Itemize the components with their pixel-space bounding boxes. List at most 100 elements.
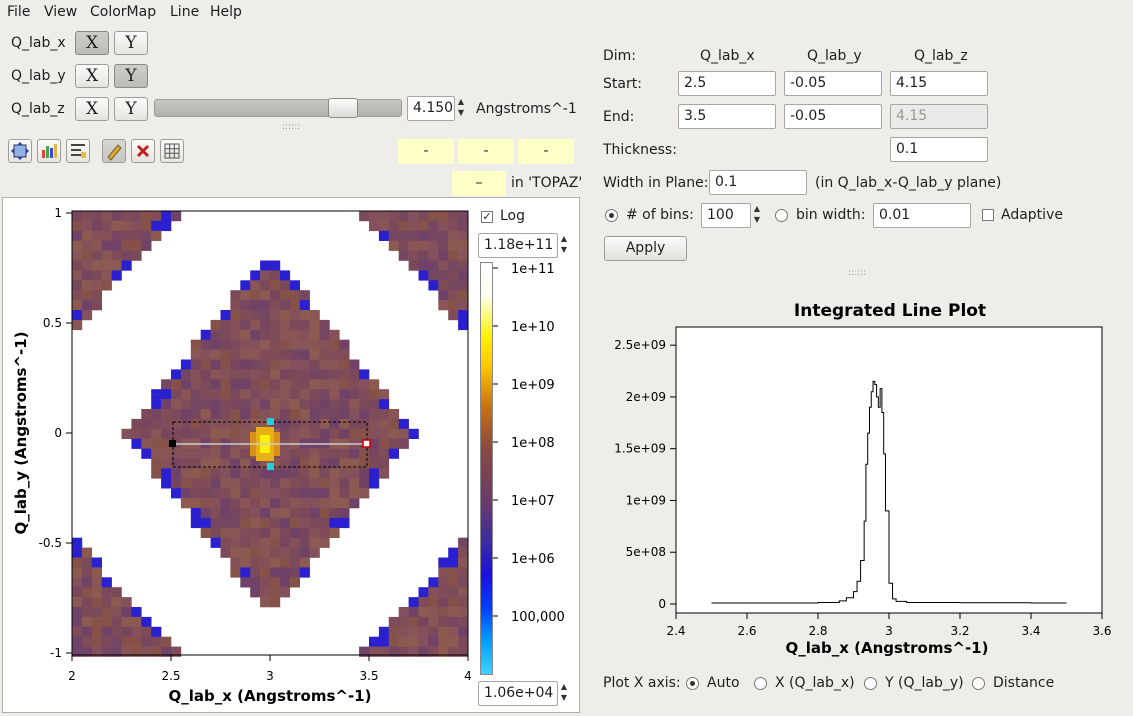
colorbar-tick-label: 100,000 bbox=[511, 610, 565, 625]
line-ytick-label: 2.5e+09 bbox=[614, 338, 666, 352]
colorbar-tick-label: 1e+08 bbox=[511, 436, 555, 451]
width-handle-top[interactable] bbox=[267, 418, 274, 425]
end-qy-input[interactable]: -0.05 bbox=[784, 104, 882, 129]
dim-qx-x-button[interactable]: X bbox=[75, 31, 109, 55]
slice-ylabel: Q_lab_y (Angstroms^-1) bbox=[12, 331, 30, 534]
apply-button[interactable]: Apply bbox=[604, 236, 687, 261]
dim-qx-y-button[interactable]: Y bbox=[114, 31, 148, 55]
binwidth-input[interactable]: 0.01 bbox=[873, 203, 971, 228]
binwidth-radio[interactable] bbox=[775, 209, 788, 222]
width-label: Width in Plane: bbox=[603, 175, 709, 191]
menu-help[interactable]: Help bbox=[210, 4, 242, 20]
end-qx-input[interactable]: 3.5 bbox=[678, 104, 776, 129]
coord-readout-x: - bbox=[398, 139, 454, 164]
qz-slider-handle[interactable] bbox=[328, 98, 359, 118]
menu-line[interactable]: Line bbox=[170, 4, 200, 20]
xaxis-qx-radio[interactable] bbox=[754, 677, 767, 690]
colorbar-min-spin[interactable]: ▲ ▼ bbox=[560, 682, 568, 702]
line-plot-xlabel: Q_lab_x (Angstroms^-1) bbox=[786, 639, 989, 657]
line-xtick-label: 3.6 bbox=[1092, 624, 1111, 638]
cut-line-end-handle[interactable] bbox=[362, 439, 371, 448]
dim-label-qy: Q_lab_y bbox=[11, 68, 66, 84]
bins-input[interactable]: 100 bbox=[701, 203, 751, 228]
thickness-input[interactable]: 0.1 bbox=[890, 137, 988, 162]
slice-plot[interactable]: 2 2.5 3 3.5 4 1 0.5 0 -0.5 -1 Q_lab_x (Angstroms^… bbox=[0, 195, 600, 715]
line-ytick-label: 0 bbox=[658, 597, 666, 611]
slice-xtick-label: 2.5 bbox=[161, 669, 180, 683]
dim-label-qx: Q_lab_x bbox=[11, 35, 66, 51]
slice-ytick-label: 1 bbox=[54, 206, 62, 220]
integrated-line-series bbox=[711, 380, 1067, 604]
line-ytick-label: 1e+09 bbox=[626, 493, 666, 507]
adaptive-checkbox[interactable] bbox=[982, 209, 994, 221]
slice-xtick-label: 3.5 bbox=[359, 669, 378, 683]
dim-qz-y-button[interactable]: Y bbox=[114, 97, 148, 121]
qz-value-input[interactable]: 4.150 bbox=[407, 96, 455, 121]
slice-ytick-label: -0.5 bbox=[39, 536, 62, 550]
pencil-icon[interactable] bbox=[102, 139, 126, 163]
grid-icon[interactable] bbox=[160, 139, 184, 163]
bins-spin[interactable]: ▲ ▼ bbox=[753, 204, 761, 224]
width-input[interactable]: 0.1 bbox=[709, 170, 807, 195]
xaxis-qy-radio[interactable] bbox=[864, 677, 877, 690]
splitter-grip[interactable]: :::::: bbox=[282, 122, 301, 132]
line-ytick-label: 1.5e+09 bbox=[614, 442, 666, 456]
colormap-icon[interactable] bbox=[37, 139, 61, 163]
slice-xtick-label: 4 bbox=[464, 669, 472, 683]
start-qx-input[interactable]: 2.5 bbox=[678, 71, 776, 96]
qz-spin-arrows[interactable]: ▲ ▼ bbox=[457, 97, 465, 117]
xaxis-distance-radio[interactable] bbox=[972, 677, 985, 690]
xaxis-auto-radio[interactable] bbox=[686, 677, 699, 690]
menu-view[interactable]: View bbox=[44, 4, 78, 20]
menu-colormap[interactable]: ColorMap bbox=[90, 4, 157, 20]
bins-label: # of bins: bbox=[626, 207, 694, 223]
line-ytick-label: 5e+08 bbox=[626, 545, 666, 559]
line-xtick-label: 2.8 bbox=[808, 624, 827, 638]
line-xtick-label: 2.4 bbox=[666, 624, 685, 638]
qz-units: Angstroms^-1 bbox=[476, 101, 577, 117]
menu-bar: File View ColorMap Line Help bbox=[0, 0, 1133, 26]
dim-qz-x-button[interactable]: X bbox=[75, 97, 109, 121]
slice-heatmap[interactable] bbox=[72, 211, 469, 657]
start-qz-input[interactable]: 4.15 bbox=[890, 71, 988, 96]
dim-label-qz: Q_lab_z bbox=[11, 101, 65, 117]
width-handle-bottom[interactable] bbox=[267, 463, 274, 470]
line-xtick-label: 3.4 bbox=[1021, 624, 1040, 638]
colorbar-max-input[interactable]: 1.18e+11 bbox=[478, 233, 558, 258]
signal-readout: – bbox=[452, 171, 506, 196]
adaptive-label: Adaptive bbox=[1001, 207, 1063, 223]
slice-ytick-label: -1 bbox=[50, 646, 62, 660]
slice-ytick-label: 0 bbox=[54, 426, 62, 440]
colorbar-tick-label: 1e+09 bbox=[511, 378, 555, 393]
colorbar-tick-label: 1e+10 bbox=[511, 320, 555, 335]
splitter-grip-right[interactable]: :::::: bbox=[848, 268, 867, 278]
workspace-label: in 'TOPAZ' bbox=[511, 175, 583, 191]
slice-xtick-label: 2 bbox=[68, 669, 76, 683]
rebin-icon[interactable] bbox=[66, 139, 90, 163]
header-qy: Q_lab_y bbox=[807, 48, 862, 64]
colorbar-max-spin[interactable]: ▲ ▼ bbox=[560, 234, 568, 254]
coord-readout-y: - bbox=[458, 139, 514, 164]
coord-readout-z: - bbox=[518, 139, 574, 164]
colorbar-min-input[interactable]: 1.06e+04 bbox=[478, 681, 558, 706]
width-note: (in Q_lab_x-Q_lab_y plane) bbox=[815, 175, 1002, 191]
dim-qy-x-button[interactable]: X bbox=[75, 64, 109, 88]
cut-line-start-handle[interactable] bbox=[169, 440, 176, 447]
line-plot[interactable]: Integrated Line Plot 2.4 2.6 2.8 3 3.2 3.4 3.6… bbox=[596, 290, 1116, 665]
slice-xlabel: Q_lab_x (Angstroms^-1) bbox=[169, 687, 372, 705]
slice-xtick-label: 3 bbox=[266, 669, 274, 683]
start-qy-input[interactable]: -0.05 bbox=[784, 71, 882, 96]
dim-qy-y-button[interactable]: Y bbox=[114, 64, 148, 88]
plot-x-axis-label: Plot X axis: bbox=[603, 675, 681, 691]
bins-radio[interactable] bbox=[605, 209, 618, 222]
zoom-fit-icon[interactable] bbox=[8, 139, 32, 163]
clear-line-icon[interactable] bbox=[131, 139, 155, 163]
log-label: Log bbox=[500, 208, 526, 224]
menu-file[interactable]: File bbox=[7, 4, 31, 20]
log-checkbox[interactable]: ✓ bbox=[481, 210, 493, 223]
qz-slider-track[interactable] bbox=[154, 99, 402, 117]
xaxis-distance-label: Distance bbox=[993, 675, 1055, 691]
xaxis-qx-label: X (Q_lab_x) bbox=[775, 675, 855, 691]
line-xtick-label: 3 bbox=[885, 624, 893, 638]
colorbar-tick-label: 1e+07 bbox=[511, 494, 555, 509]
